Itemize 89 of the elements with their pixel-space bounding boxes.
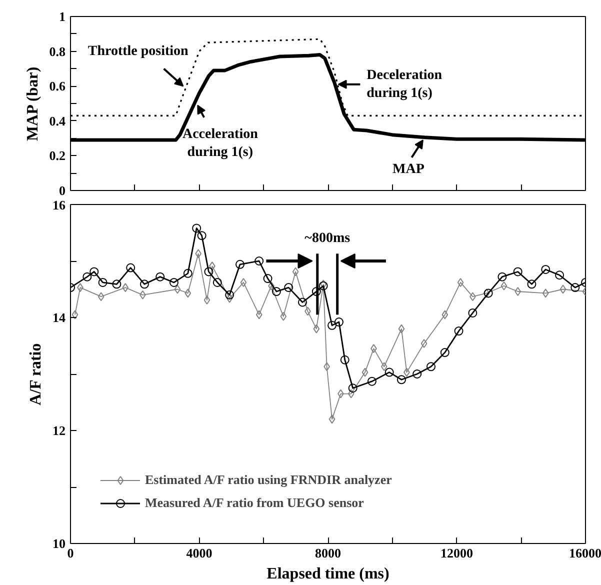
point [256,310,262,320]
point [457,278,464,287]
point [396,375,406,384]
point [484,288,493,298]
y-axis-title: A/F ratio [28,343,44,406]
point [226,294,233,303]
point [367,376,376,386]
point [204,295,210,304]
y-tick-label: 0.8 [49,44,66,59]
point [72,310,78,320]
point [412,370,422,378]
x-axis-title: Elapsed time (ms) [266,566,390,582]
point [112,280,122,289]
point [527,280,536,289]
point [560,284,566,294]
point [192,224,202,233]
y-tick-label: 0.4 [49,113,66,128]
point [468,308,478,318]
point [98,292,104,302]
point [570,283,580,292]
point [292,267,299,276]
point [328,320,337,330]
point [122,283,129,292]
point [236,260,244,269]
point [204,267,214,276]
y-tick-label: 14 [52,310,66,325]
point [82,272,92,282]
point [362,368,368,377]
point [420,338,428,348]
point [98,278,108,287]
point [174,284,181,294]
point [184,288,192,298]
point [541,264,550,274]
point [384,368,394,377]
point [169,278,178,287]
point [156,272,165,282]
y-tick-label: 0.6 [49,78,66,94]
y-axis-title: MAP (bar) [24,66,42,142]
point [298,298,308,307]
point [500,281,508,290]
y-tick-label: 12 [52,423,66,438]
point [313,324,320,334]
point [514,287,522,296]
x-tick-label: 12000 [440,546,473,560]
annotation: Throttle position [88,44,189,59]
point [212,278,222,287]
point [126,263,136,272]
point [498,272,507,282]
point [442,310,448,320]
y-tick-label: 0 [59,183,66,198]
point [225,290,234,300]
legend-label: Estimated A/F ratio using FRNDIR analyzer [145,472,392,488]
point [513,267,522,276]
point [454,326,464,336]
point [197,231,206,240]
annotation: Acceleration during 1(s) [182,127,258,160]
y-tick-label: 1 [59,9,66,24]
point [140,280,149,289]
x-tick-label: 8000 [315,546,341,560]
point [284,283,294,292]
point [90,267,99,276]
legend-label: Measured A/F ratio from UEGO sensor [145,495,364,511]
ref-line-label: ~800ms [304,230,351,246]
point [263,274,272,284]
annotation: MAP [392,162,425,178]
point [272,287,281,296]
point [254,256,264,266]
y-tick-label: 0.2 [49,148,66,164]
annotation: Deceleration during 1(s) [366,68,442,101]
point [380,362,388,372]
point [348,384,358,393]
point [183,268,192,278]
point [334,318,344,327]
y-tick-label: 16 [52,198,66,212]
point [328,414,336,424]
x-tick-label: 16000 [569,546,601,560]
y-tick-label: 10 [52,536,66,551]
x-tick-label: 4000 [186,546,212,560]
point [280,312,287,321]
point [542,288,549,298]
point [426,362,436,372]
point [440,348,450,358]
point [555,270,564,280]
point [483,288,490,298]
point [340,355,350,364]
point [240,278,247,287]
point [312,287,321,296]
point [348,389,354,398]
point [398,324,405,334]
